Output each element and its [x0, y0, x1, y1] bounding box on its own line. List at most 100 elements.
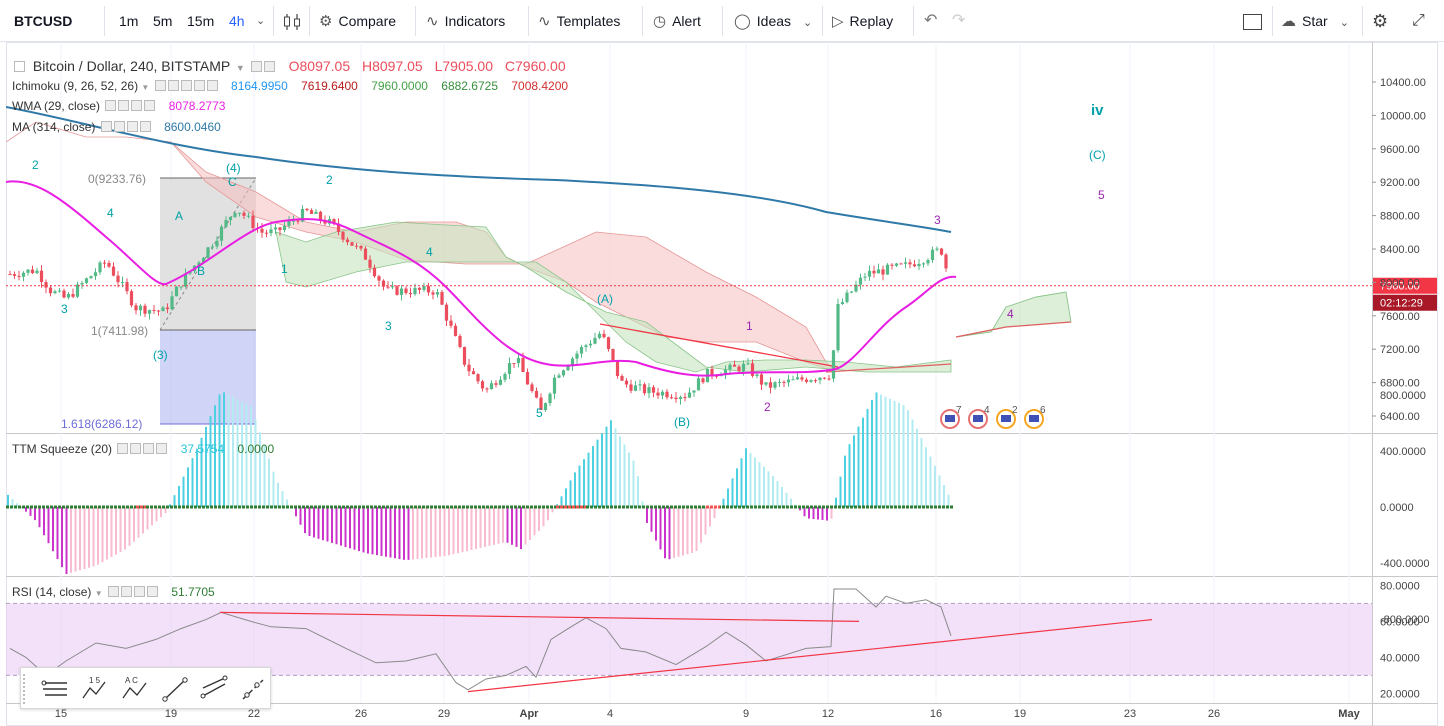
elliott-wave-label: 1 — [281, 262, 288, 276]
rsi-eye-icon[interactable] — [107, 586, 119, 597]
legend-dropdown-icon[interactable]: ▼ — [235, 63, 245, 73]
interval-5m[interactable]: 5m — [153, 13, 173, 29]
ma-value: 8600.0460 — [164, 120, 221, 134]
ma-eye-icon[interactable] — [100, 121, 112, 132]
candle-body — [930, 249, 935, 261]
toolbar-divider — [722, 6, 723, 36]
candle-body — [768, 382, 773, 388]
event-count-badge: 2 — [1012, 405, 1018, 416]
layout-button[interactable] — [1243, 0, 1262, 42]
ideas-button[interactable]: ◯ Ideas ⌄ — [734, 0, 812, 42]
candle-body — [701, 378, 705, 383]
candle-body — [845, 292, 849, 303]
legend-eye-icon[interactable] — [250, 61, 262, 72]
ttm-axis-label: -400.0000 — [1380, 558, 1430, 570]
ichimoku-close-icon[interactable] — [206, 80, 218, 91]
wma-settings-icon[interactable] — [118, 100, 130, 111]
ttm-close-icon[interactable] — [156, 443, 168, 454]
elliott-wave-label: A — [175, 209, 183, 223]
candle-body — [102, 262, 107, 264]
ichimoku-settings-icon[interactable] — [167, 80, 179, 91]
redo-icon[interactable]: ↷ — [952, 12, 966, 29]
interval-dropdown-icon[interactable]: ⌄ — [256, 15, 266, 27]
undo-icon[interactable]: ↶ — [924, 12, 938, 29]
indicators-button[interactable]: ∿ Indicators — [426, 0, 505, 42]
candle-body — [885, 264, 890, 275]
candle-body — [152, 310, 156, 312]
candle-body — [143, 305, 147, 314]
candle-body — [818, 377, 822, 381]
price-axis-label: 6400.00 — [1380, 411, 1420, 423]
candle-body — [939, 248, 944, 255]
candle-body — [435, 292, 440, 295]
candle-countdown-label: 02:12:29 — [1380, 298, 1423, 310]
candle-body — [282, 225, 287, 231]
candle-body — [116, 275, 120, 283]
fib-tool-icon[interactable] — [39, 674, 71, 704]
candle-body — [660, 391, 665, 396]
candle-body — [89, 276, 93, 279]
legend-settings-icon[interactable] — [263, 61, 275, 72]
candle-body — [683, 397, 687, 399]
rsi-add-icon[interactable] — [133, 586, 145, 597]
candle-body — [368, 259, 372, 268]
ttm-add-icon[interactable] — [143, 443, 155, 454]
rsi-axis-label: 20.0000 — [1380, 688, 1420, 700]
trend-line-icon[interactable] — [159, 674, 191, 704]
star-button[interactable]: ☁ Star ⌄ — [1281, 0, 1349, 42]
interval-4h[interactable]: 4h — [229, 13, 245, 29]
candle-body — [480, 381, 485, 389]
drag-handle-icon[interactable] — [23, 674, 27, 704]
ichimoku-dropdown-icon[interactable]: ▼ — [141, 83, 150, 92]
ttm-settings-icon[interactable] — [130, 443, 142, 454]
candle-body — [350, 242, 354, 246]
channel-tool-icon[interactable] — [199, 674, 231, 704]
ma-add-icon[interactable] — [126, 121, 138, 132]
chart-type-button[interactable] — [283, 0, 301, 42]
compare-button[interactable]: ⚙ Compare — [319, 0, 396, 42]
ttm-axis-label: -800.0000 — [1380, 614, 1430, 626]
ichimoku-source-icon[interactable] — [180, 80, 192, 91]
ichimoku-add-icon[interactable] — [193, 80, 205, 91]
candle-body — [260, 228, 264, 233]
alert-button[interactable]: ◷ Alert — [653, 0, 701, 42]
settings-gear-icon[interactable]: ⚙ — [1372, 11, 1389, 31]
ma-close-icon[interactable] — [139, 121, 151, 132]
ttm-eye-icon[interactable] — [117, 443, 129, 454]
candle-body — [557, 375, 561, 378]
symbol-search[interactable]: BTCUSD — [14, 13, 73, 29]
elliott-wave-label: 4 — [426, 245, 433, 259]
elliott-wave-label: 5 — [536, 406, 543, 420]
candle-body — [534, 390, 539, 398]
svg-text:1 5: 1 5 — [89, 676, 101, 685]
collapse-icon[interactable] — [14, 61, 25, 72]
toolbar-divider — [104, 6, 105, 36]
templates-button[interactable]: ∿ Templates — [538, 0, 620, 42]
candle-body — [251, 215, 255, 229]
candle-body — [800, 377, 804, 380]
rsi-dropdown-icon[interactable]: ▼ — [94, 589, 103, 598]
candle-body — [611, 349, 615, 360]
chart-container[interactable]: 7960.00 02:12:29 10400.00 10000.00 9600.00 92… — [6, 42, 1438, 726]
interval-15m[interactable]: 15m — [187, 13, 215, 29]
time-axis-label: 29 — [438, 708, 450, 720]
ma-settings-icon[interactable] — [113, 121, 125, 132]
indicators-label: Indicators — [444, 13, 506, 29]
ichimoku-eye-icon[interactable] — [154, 80, 166, 91]
interval-1m[interactable]: 1m — [119, 13, 139, 29]
candle-body — [161, 307, 165, 312]
candle-body — [840, 302, 845, 305]
elliott-wave-abc-icon[interactable]: A C — [119, 674, 151, 704]
replay-button[interactable]: ▷ Replay — [832, 0, 893, 42]
wma-eye-icon[interactable] — [105, 100, 117, 111]
wma-add-icon[interactable] — [131, 100, 143, 111]
rsi-close-icon[interactable] — [146, 586, 158, 597]
elliott-wave-1-5-icon[interactable]: 1 5 — [79, 674, 111, 704]
wma-close-icon[interactable] — [144, 100, 156, 111]
rsi-settings-icon[interactable] — [120, 586, 132, 597]
fullscreen-icon[interactable]: ⤢ — [1412, 12, 1425, 29]
chart-canvas[interactable]: 7960.0002:12:2910400.0010000.009600.0092… — [6, 42, 1438, 726]
toolbar-divider — [415, 6, 416, 36]
ray-tool-icon[interactable] — [237, 674, 269, 704]
price-axis-label: 8800.00 — [1380, 211, 1420, 223]
